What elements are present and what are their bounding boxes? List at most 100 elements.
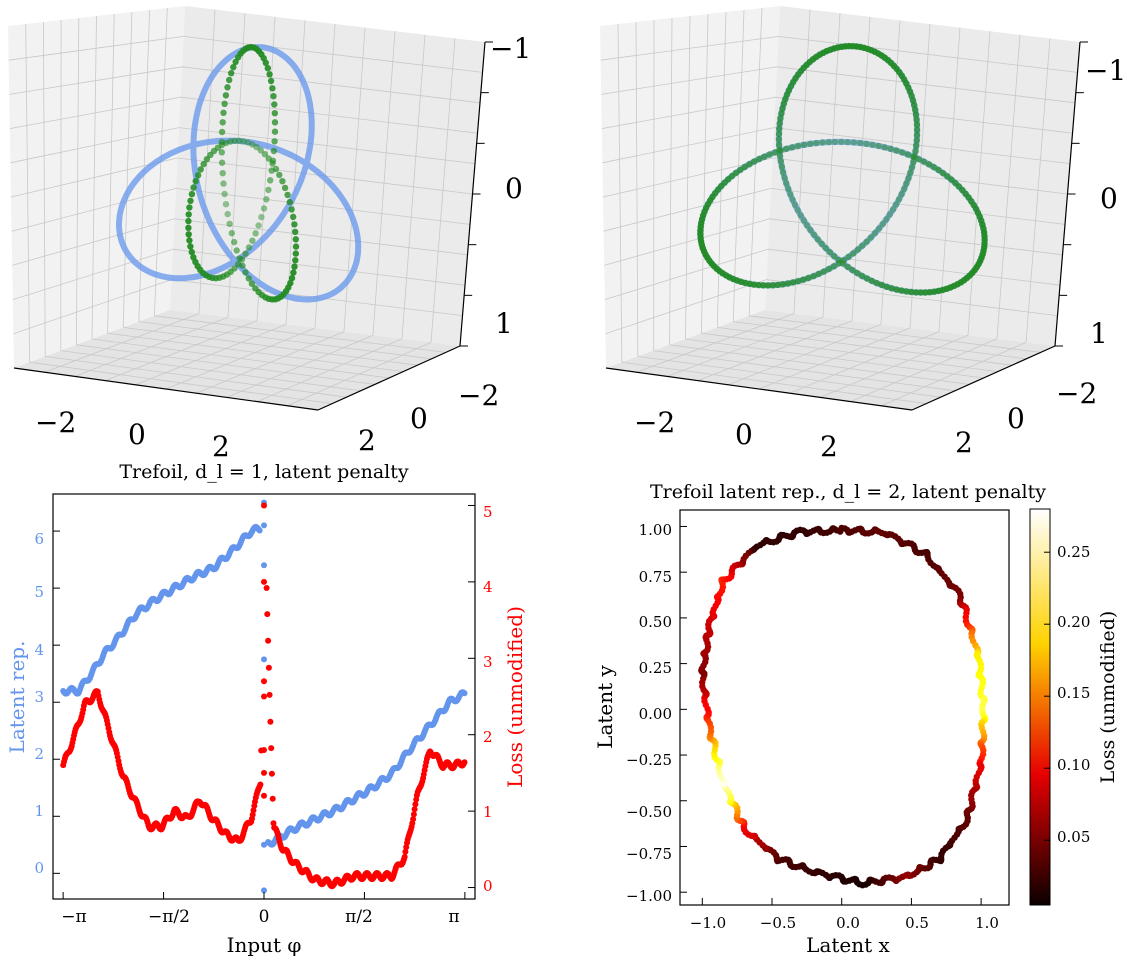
data-point (886, 211, 893, 218)
data-point (800, 217, 807, 224)
data-point (263, 196, 270, 203)
loss-point (261, 747, 267, 753)
data-point (878, 281, 885, 289)
data-point (913, 142, 920, 149)
y-tick-label: 0.75 (639, 568, 672, 586)
loss-point (265, 637, 272, 644)
pane-left (8, 6, 185, 368)
z-tick-labels: −1 0 1 (1085, 54, 1126, 350)
data-point (875, 142, 882, 150)
x-tick-labels: −π −π/2 0 π/2 π (61, 907, 459, 927)
data-point (879, 220, 886, 228)
data-point (261, 151, 269, 158)
data-point (871, 229, 879, 237)
grid-line (8, 36, 184, 61)
data-point (771, 149, 779, 156)
data-point (228, 70, 235, 77)
y-tick-label-right: 2 (483, 728, 493, 746)
grid-line (776, 66, 1076, 104)
grid-line (717, 327, 1013, 366)
z-tick-label: 1 (1090, 317, 1108, 350)
grid-line (601, 66, 778, 95)
data-point (271, 110, 278, 117)
data-point (269, 85, 276, 92)
x-tick-label: 0.5 (905, 914, 929, 932)
data-point (893, 147, 900, 154)
data-point (777, 147, 784, 154)
data-point (820, 268, 827, 275)
data-point (271, 128, 279, 135)
data-point (800, 276, 807, 283)
3d-curves (116, 43, 362, 303)
data-point (252, 230, 259, 237)
panel-latent-2d: Trefoil latent rep., d_l = 2, latent pen… (593, 481, 1119, 957)
x-tick-label: π (448, 907, 459, 927)
y-tick-label: −0.50 (626, 803, 672, 821)
panel-3d-right: −1 0 1 −2 0 2 −2 0 2 (600, 6, 1126, 463)
y-tick-label: 0 (34, 859, 44, 877)
z-tick-label: −1 (490, 32, 531, 65)
data-point (269, 157, 277, 164)
data-point (776, 152, 784, 159)
colorbar-tick-label: 0.10 (1057, 756, 1090, 774)
x-tick-labels: −2 0 2 (634, 406, 838, 463)
y-tick-label-right: 4 (483, 578, 493, 596)
y-tick-label: 0.25 (639, 659, 672, 677)
data-point (913, 116, 920, 123)
y-tick-labels: −2 0 2 (955, 377, 1097, 459)
grid-line (10, 127, 180, 164)
data-point (228, 230, 235, 237)
data-point (265, 186, 272, 194)
data-point (883, 283, 890, 290)
y-tick-labels: −1.00 −0.75 −0.50 −0.25 0.00 0.25 0.50 0… (626, 521, 672, 905)
3d-axes-box (600, 6, 1088, 411)
data-point (292, 228, 299, 236)
data-point (233, 247, 240, 254)
data-point (831, 138, 839, 146)
z-tick-label: 1 (495, 307, 513, 340)
loss-point (261, 769, 267, 776)
data-point (873, 279, 880, 287)
data-point (908, 288, 915, 296)
grid-line (196, 331, 345, 394)
data-point (245, 275, 252, 282)
chart-title: Trefoil, d_l = 1, latent penalty (119, 461, 408, 483)
data-point (235, 137, 243, 144)
grid-line (601, 96, 776, 129)
data-point (859, 242, 866, 249)
y-tick-label: 2 (34, 745, 44, 763)
grid-line (996, 34, 1021, 339)
data-point (220, 109, 227, 117)
grid-line (602, 127, 775, 164)
data-point (935, 166, 942, 174)
data-point (849, 266, 856, 274)
loss-point (267, 718, 274, 725)
grid-line (430, 38, 456, 343)
data-point (242, 269, 249, 276)
x-tick-label: 2 (212, 430, 230, 463)
loss-point (412, 801, 419, 808)
y-tick-label: −0.75 (626, 845, 672, 863)
data-point (850, 139, 858, 146)
colorbar-label: Loss (unmodified) (1097, 611, 1119, 784)
data-point (186, 237, 193, 244)
x-tick-label: 0 (128, 418, 146, 451)
chart-title: Trefoil latent rep., d_l = 2, latent pen… (650, 481, 1046, 503)
grid-line (401, 34, 426, 339)
data-point (889, 206, 897, 213)
grid-line (180, 96, 478, 134)
data-point (238, 256, 246, 263)
data-point (764, 282, 772, 289)
latent-point (261, 841, 267, 848)
data-point (270, 93, 277, 100)
data-point (244, 139, 252, 146)
data-point (291, 221, 298, 228)
latent-point (261, 656, 267, 663)
data-point (789, 279, 797, 286)
y-tick-label: −2 (458, 379, 499, 412)
plot-frame (679, 509, 1010, 906)
data-point (856, 139, 864, 147)
data-point (854, 269, 861, 277)
data-point (761, 153, 768, 160)
